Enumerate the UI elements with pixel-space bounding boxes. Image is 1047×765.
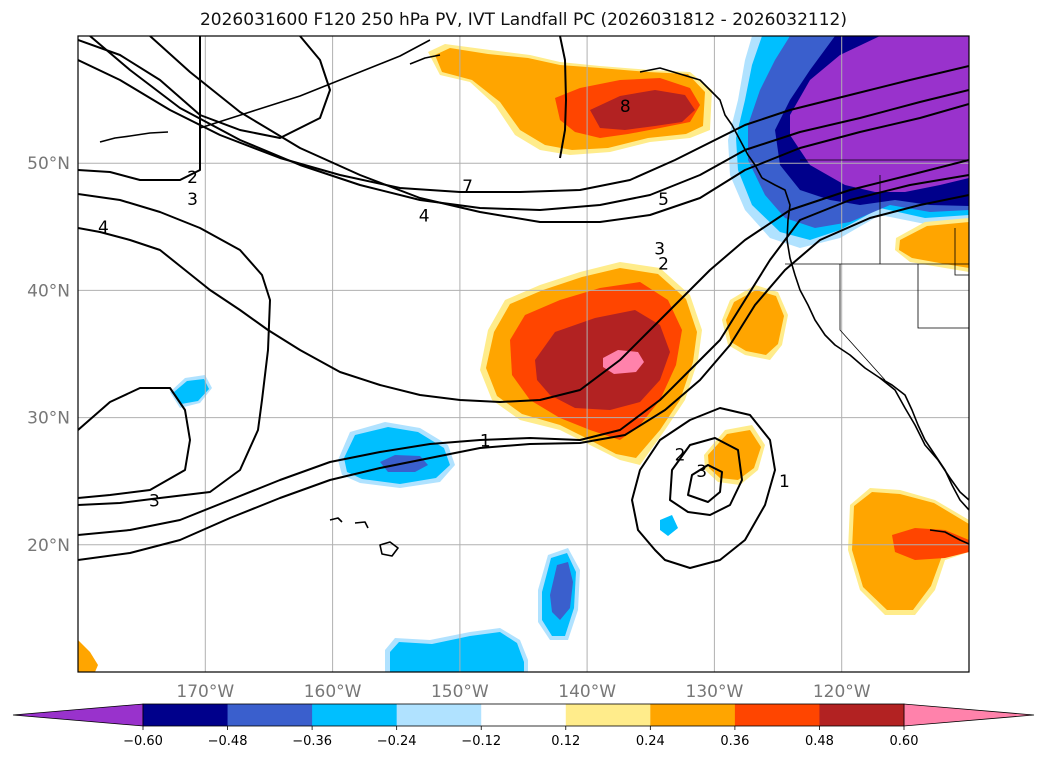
map-frame: [77, 35, 970, 673]
colorbar-extend-high: [903, 703, 1035, 727]
lat-label: 30°N: [27, 409, 70, 429]
contour-label: 3: [696, 462, 707, 482]
lon-label: 160°W: [304, 682, 362, 702]
contour-label: 3: [187, 190, 198, 210]
lon-label: 150°W: [431, 682, 489, 702]
colorbar-tick-label: −0.12: [461, 734, 501, 749]
latitude-labels: 50°N 40°N 30°N 20°N: [27, 154, 70, 556]
colorbar-tick-label: −0.36: [292, 734, 332, 749]
colorbar: −0.60 −0.48 −0.36 −0.24 −0.12 0.12 0.24 0.36 0.4…: [12, 703, 1035, 749]
colorbar-segment: [143, 704, 229, 726]
colorbar-segment: [650, 704, 736, 726]
colorbar-segment: [227, 704, 313, 726]
colorbar-segment: [396, 704, 482, 726]
colorbar-tick-label: 0.36: [720, 734, 749, 749]
contour-label: 7: [462, 177, 473, 197]
lon-label: 170°W: [176, 682, 234, 702]
political-borders: [785, 159, 969, 381]
positive-anomaly-central-pacific: [480, 262, 702, 465]
contour-label: 5: [658, 190, 669, 210]
lon-label: 130°W: [686, 682, 744, 702]
colorbar-segment: [312, 704, 398, 726]
negative-anomaly-south: [538, 548, 580, 640]
contour-label: 1: [480, 431, 491, 451]
colorbar-tick-label: −0.60: [123, 734, 163, 749]
negative-anomaly-bottom: [385, 628, 528, 672]
colorbar-segment: [819, 704, 905, 726]
negative-anomaly-northeast: [728, 36, 969, 248]
lon-label: 140°W: [558, 682, 616, 702]
contour-label: 2: [675, 445, 686, 465]
colorbar-segment: [481, 704, 567, 726]
contour-label: 1: [779, 472, 790, 492]
colorbar-segment: [734, 704, 820, 726]
contour-label: 3: [149, 491, 160, 511]
lat-label: 50°N: [27, 154, 70, 174]
gridlines: [78, 36, 969, 672]
contour-label: 4: [98, 218, 109, 238]
positive-anomaly-sw-corner: [78, 640, 98, 672]
colorbar-tick-label: −0.48: [208, 734, 248, 749]
pv-contours: [78, 36, 969, 569]
contour-label: 2: [187, 168, 198, 188]
contour-label: 8: [620, 97, 631, 117]
colorbar-segment: [565, 704, 651, 726]
lon-label: 120°W: [813, 682, 871, 702]
lat-label: 40°N: [27, 281, 70, 301]
longitude-labels: 170°W 160°W 150°W 140°W 130°W 120°W: [176, 682, 870, 702]
colorbar-extend-low: [12, 703, 144, 727]
contour-label: 4: [419, 206, 430, 226]
map-title: 2026031600 F120 250 hPa PV, IVT Landfall…: [199, 10, 847, 30]
colorbar-outline: [142, 703, 905, 727]
colorbar-tick-label: 0.60: [890, 734, 919, 749]
positive-anomaly-great-basin: [895, 218, 969, 272]
contour-label: 2: [658, 255, 669, 275]
contour-label: 3: [654, 239, 665, 259]
colorbar-tick-label: −0.24: [377, 734, 417, 749]
negative-anomaly-tiny: [660, 515, 678, 536]
negative-anomaly-small-west: [170, 375, 212, 408]
colorbar-tick-label: 0.48: [805, 734, 834, 749]
positive-anomaly-mexico: [848, 488, 969, 615]
coastlines: [99, 39, 969, 557]
lat-label: 20°N: [27, 536, 70, 556]
colorbar-tick-label: 0.12: [551, 734, 580, 749]
colorbar-tick-label: 0.24: [636, 734, 665, 749]
